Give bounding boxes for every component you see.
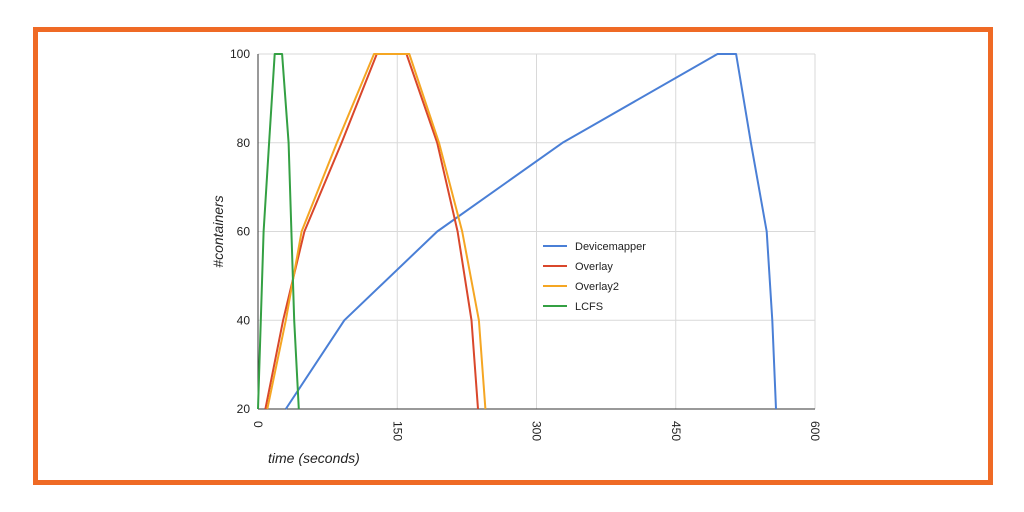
x-tick-label: 0 xyxy=(251,421,265,428)
y-tick-label: 60 xyxy=(237,225,251,239)
y-tick-label: 100 xyxy=(230,47,250,61)
x-tick-label: 450 xyxy=(669,421,683,441)
tick-labels: 20 40 60 80 100 0 150 300 450 600 xyxy=(230,47,822,441)
grid-lines xyxy=(257,53,816,410)
series-line-devicemapper xyxy=(284,53,777,410)
legend: Devicemapper Overlay Overlay2 LCFS xyxy=(543,241,646,313)
y-tick-label: 80 xyxy=(237,136,251,150)
y-tick-label: 40 xyxy=(237,313,251,327)
axes xyxy=(257,54,815,410)
legend-label-devicemapper: Devicemapper xyxy=(575,241,646,253)
y-axis-title: #containers xyxy=(210,195,226,267)
x-tick-label: 150 xyxy=(390,421,404,441)
legend-label-overlay: Overlay xyxy=(575,261,613,273)
x-axis-title: time (seconds) xyxy=(268,450,360,466)
series-line-lcfs xyxy=(257,53,300,410)
y-tick-label: 20 xyxy=(237,402,251,416)
x-tick-label: 600 xyxy=(808,421,822,441)
line-chart: 20 40 60 80 100 0 150 300 450 600 Devicemapper Ove… xyxy=(210,47,822,466)
chart-frame: 20 40 60 80 100 0 150 300 450 600 Devicemapper Ove… xyxy=(33,27,993,485)
x-tick-label: 300 xyxy=(530,421,544,441)
series-lines xyxy=(257,53,777,410)
legend-label-lcfs: LCFS xyxy=(575,301,603,313)
legend-label-overlay2: Overlay2 xyxy=(575,281,619,293)
